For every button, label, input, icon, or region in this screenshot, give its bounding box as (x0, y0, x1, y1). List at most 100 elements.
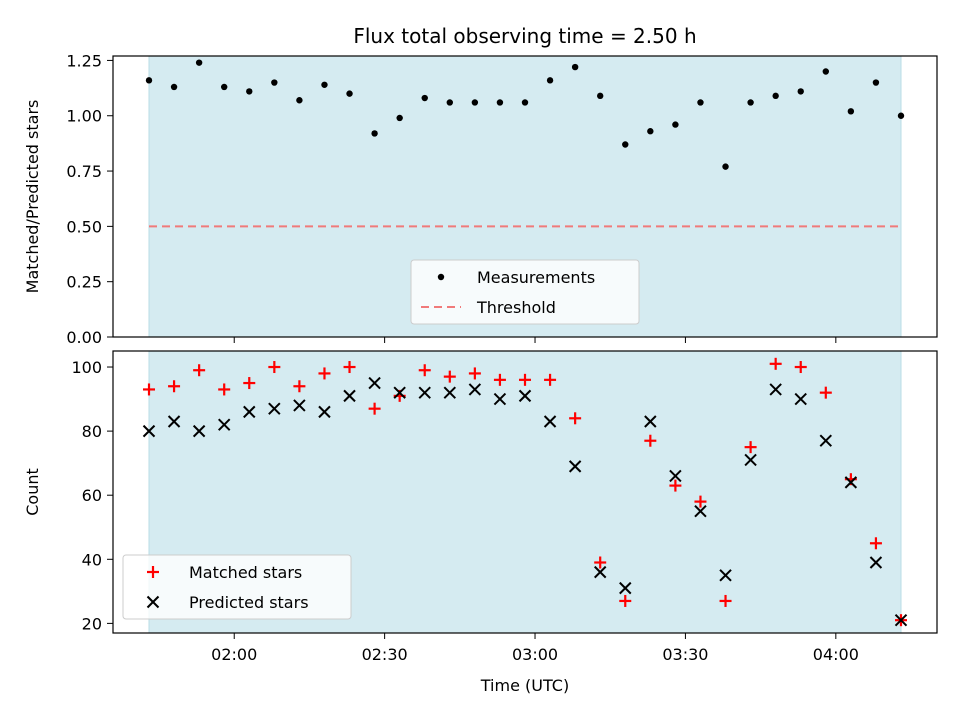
measurement-point (496, 99, 504, 106)
x-b (794, 392, 807, 406)
matched-star-point (569, 412, 582, 425)
measurement-point (521, 99, 529, 106)
y-tick-label: 80 (82, 422, 102, 441)
matched-star-point (143, 383, 155, 396)
y-tick-label: 20 (82, 614, 102, 633)
predicted-star-point (669, 469, 682, 483)
measurement-point (321, 81, 328, 88)
predicted-star-point (694, 505, 707, 518)
x-b (443, 386, 457, 399)
legend-label: Threshold (476, 298, 556, 317)
measurement-point (446, 99, 453, 106)
y-tick-label: 100 (71, 358, 102, 377)
predicted-star-point (192, 424, 206, 438)
y-tick-label: 60 (82, 486, 102, 505)
measurement-point (271, 79, 278, 86)
measurement-point (747, 99, 754, 106)
x-b (844, 476, 858, 489)
matched-star-point (619, 594, 632, 607)
measurement-point (622, 141, 629, 148)
matched-star-point (418, 364, 431, 377)
legend: Matched stars Predicted stars (122, 554, 352, 620)
axes-frame (112, 55, 938, 338)
legend-box (410, 259, 640, 325)
measurement-point (822, 68, 829, 75)
measurement-point (546, 77, 554, 84)
x-b (543, 415, 557, 428)
chart-title: Flux total observing time = 2.50 h (353, 24, 696, 48)
x-tick-label: 03:30 (662, 645, 708, 664)
legend-predicted-swatch (146, 595, 160, 609)
y-axis-label: Count (23, 468, 42, 516)
x-b (744, 453, 757, 467)
x-b (644, 415, 657, 428)
predicted-star-point (443, 386, 457, 399)
predicted-star-point (368, 376, 381, 390)
x-b (769, 383, 782, 396)
matched-star-point (519, 373, 531, 386)
matched-star-point (268, 361, 281, 374)
y-tick-label: 1.25 (66, 51, 102, 70)
matched-star-point (343, 361, 356, 374)
x-b (318, 405, 331, 419)
matched-star-point (869, 537, 882, 550)
predicted-star-point (844, 476, 858, 489)
x-b (669, 469, 682, 483)
matched-star-point (368, 402, 381, 415)
measurement-point (396, 114, 403, 122)
predicted-star-point (243, 405, 256, 419)
y-tick-label: 40 (82, 550, 102, 569)
matched-star-point (293, 380, 306, 393)
matched-star-point (218, 383, 231, 396)
legend-label: Matched stars (189, 563, 302, 582)
y-tick-label: 0.00 (66, 328, 102, 347)
predicted-star-point (343, 389, 356, 403)
measurement-point (647, 128, 654, 135)
measurement-point (897, 112, 905, 119)
predicted-star-point (568, 460, 582, 473)
measurement-point (145, 77, 153, 84)
x-b (167, 415, 181, 428)
x-b (619, 581, 632, 595)
predicted-star-point (794, 392, 807, 406)
predicted-star-point (142, 424, 156, 438)
measurement-point (346, 90, 353, 97)
matched-star-point (193, 364, 206, 377)
matched-star-point (719, 594, 732, 607)
x-tick-label: 03:00 (512, 645, 558, 664)
axes-frame (112, 350, 938, 634)
x-b (393, 386, 406, 399)
predicted-star-point (819, 434, 833, 447)
x-b (368, 376, 381, 390)
x-axis-label: Time (UTC) (480, 676, 569, 695)
measurement-point (571, 63, 579, 71)
matched-star-point (744, 441, 757, 454)
matched-star-point (669, 479, 682, 492)
measurement-point (371, 130, 378, 137)
x-b (493, 392, 507, 406)
x-b (719, 569, 732, 582)
predicted-star-point (167, 415, 181, 428)
x-b (694, 505, 707, 518)
x-b (146, 595, 160, 609)
predicted-star-point (894, 613, 908, 627)
predicted-star-point (518, 389, 532, 403)
predicted-star-point (293, 399, 306, 412)
matched-star-point (168, 380, 181, 393)
x-b (293, 399, 306, 412)
legend-label: Measurements (477, 268, 595, 287)
measurement-point (672, 121, 679, 128)
y-tick-label: 0.25 (66, 273, 102, 292)
predicted-star-point (418, 386, 431, 399)
x-tick-label: 04:00 (813, 645, 859, 664)
predicted-star-point (869, 556, 883, 569)
x-b (593, 565, 607, 579)
predicted-star-point (268, 402, 281, 415)
measurement-point (296, 97, 303, 104)
legend-measurement-swatch (437, 273, 445, 281)
legend-label: Predicted stars (189, 593, 309, 612)
x-b (268, 402, 281, 415)
measurement-point (597, 92, 604, 100)
predicted-star-point (543, 415, 557, 428)
x-b (192, 424, 206, 438)
